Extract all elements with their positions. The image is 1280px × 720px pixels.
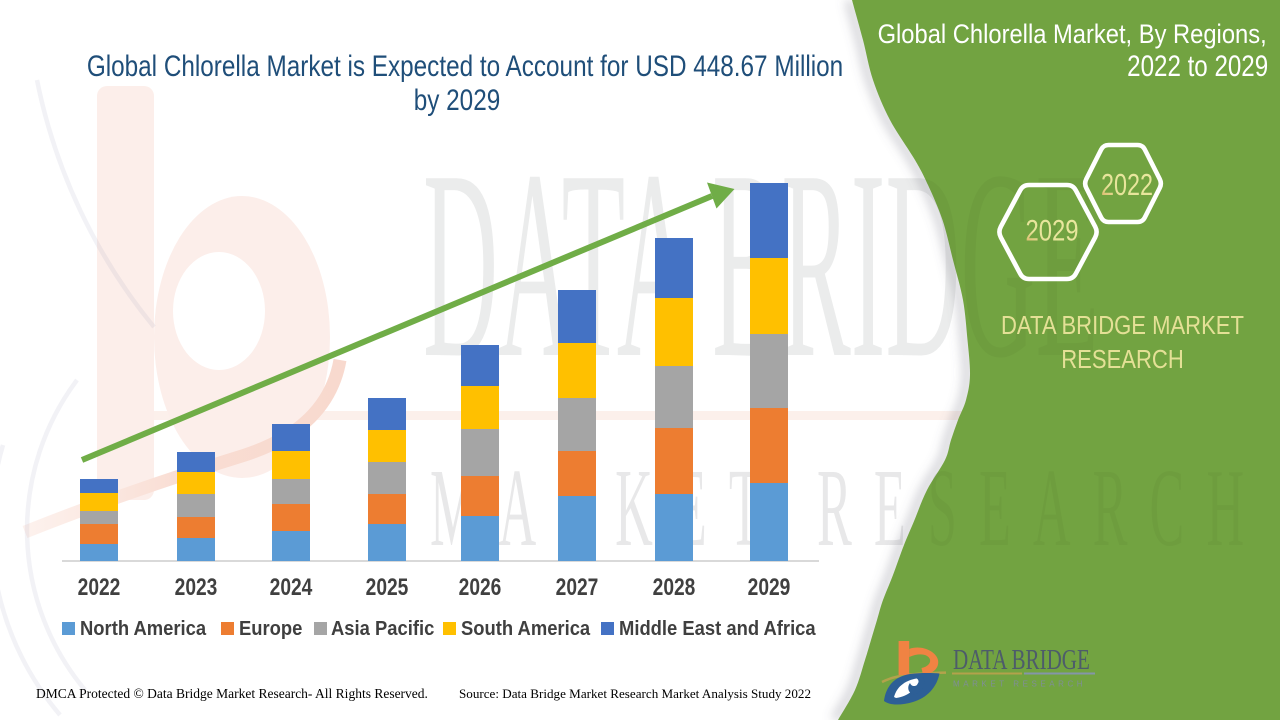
svg-text:MARKET RESEARCH: MARKET RESEARCH [953, 680, 1086, 689]
svg-text:DATA BRIDGE: DATA BRIDGE [953, 644, 1090, 676]
svg-text:2029: 2029 [1025, 213, 1078, 247]
svg-text:2022: 2022 [1101, 167, 1153, 202]
